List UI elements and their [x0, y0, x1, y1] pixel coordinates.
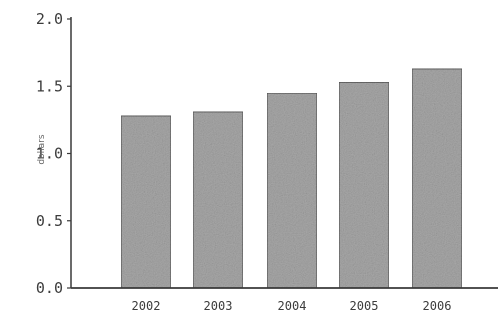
bar-2002 [120, 115, 172, 289]
bar-2005 [338, 81, 390, 289]
bar-2004 [266, 92, 318, 289]
y-axis-title: dollars [37, 134, 47, 164]
x-tick-label: 2006 [423, 299, 452, 313]
y-tick-label: 0.5 [36, 212, 63, 230]
x-tick-label: 2005 [350, 299, 379, 313]
x-tick-label: 2002 [132, 299, 161, 313]
y-tick-label: 1.0 [36, 145, 63, 163]
y-tick-label: 2.0 [36, 10, 63, 28]
y-tick-label: 0.0 [36, 279, 63, 297]
bar-2006 [411, 68, 463, 289]
y-tick-label: 1.5 [36, 77, 63, 95]
x-ticks-layer: 2002 2003 2004 2005 2006 [132, 299, 452, 313]
x-tick-label: 2003 [204, 299, 233, 313]
y-ticks-layer: 0.0 0.5 1.0 1.5 2.0 [36, 10, 71, 297]
x-tick-label: 2004 [278, 299, 307, 313]
bars-layer [120, 68, 463, 289]
bar-2003 [192, 111, 244, 289]
